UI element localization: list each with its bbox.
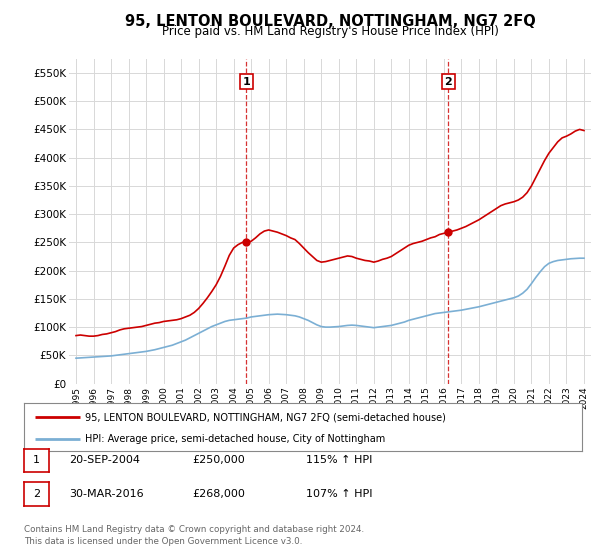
Text: 95, LENTON BOULEVARD, NOTTINGHAM, NG7 2FQ: 95, LENTON BOULEVARD, NOTTINGHAM, NG7 2F…	[125, 14, 535, 29]
Text: 107% ↑ HPI: 107% ↑ HPI	[306, 489, 373, 499]
Text: 2: 2	[445, 77, 452, 87]
Text: 95, LENTON BOULEVARD, NOTTINGHAM, NG7 2FQ (semi-detached house): 95, LENTON BOULEVARD, NOTTINGHAM, NG7 2F…	[85, 413, 446, 422]
Text: HPI: Average price, semi-detached house, City of Nottingham: HPI: Average price, semi-detached house,…	[85, 434, 386, 444]
Text: 30-MAR-2016: 30-MAR-2016	[69, 489, 143, 499]
Text: 20-SEP-2004: 20-SEP-2004	[69, 455, 140, 465]
Text: Price paid vs. HM Land Registry's House Price Index (HPI): Price paid vs. HM Land Registry's House …	[161, 25, 499, 38]
Text: 115% ↑ HPI: 115% ↑ HPI	[306, 455, 373, 465]
Text: 1: 1	[242, 77, 250, 87]
Text: Contains HM Land Registry data © Crown copyright and database right 2024.
This d: Contains HM Land Registry data © Crown c…	[24, 525, 364, 546]
Text: £250,000: £250,000	[192, 455, 245, 465]
Text: £268,000: £268,000	[192, 489, 245, 499]
Text: 2: 2	[33, 489, 40, 499]
Text: 1: 1	[33, 455, 40, 465]
